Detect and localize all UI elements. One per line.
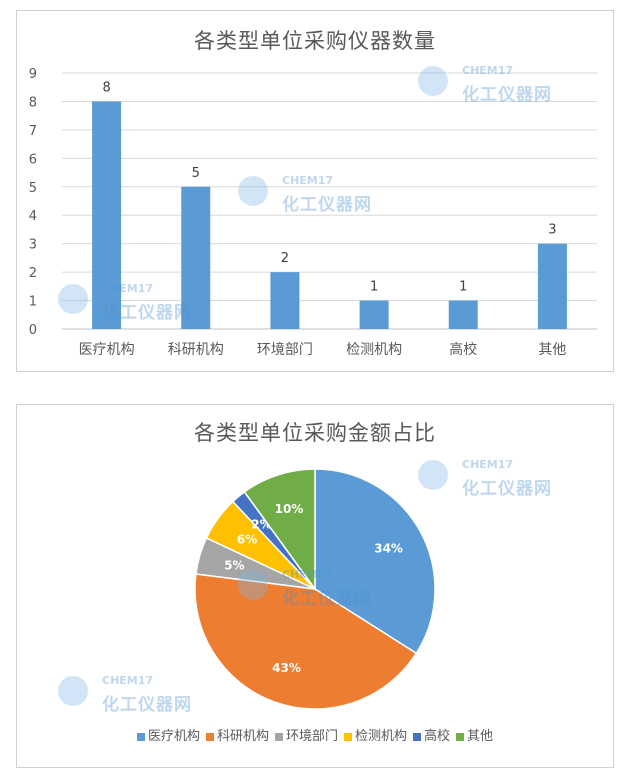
legend-item: 检测机构 xyxy=(344,725,407,744)
slice-label: 43% xyxy=(272,661,301,675)
data-label: 5 xyxy=(192,166,200,181)
legend-label: 高校 xyxy=(424,729,451,744)
legend-item: 其他 xyxy=(456,725,493,744)
bar xyxy=(270,272,300,329)
y-tick-label: 9 xyxy=(29,67,37,82)
bar xyxy=(92,101,122,329)
x-tick-label: 其他 xyxy=(538,342,566,358)
x-tick-label: 检测机构 xyxy=(346,342,402,358)
bar xyxy=(537,243,567,329)
data-label: 8 xyxy=(102,80,110,95)
bar-chart-title: 各类型单位采购仪器数量 xyxy=(194,29,436,53)
legend-label: 医疗机构 xyxy=(147,729,200,744)
slice-label: 34% xyxy=(374,542,403,556)
y-tick-label: 2 xyxy=(29,266,37,281)
legend-item: 高校 xyxy=(413,725,450,744)
slice-label: 5% xyxy=(224,559,244,573)
bar-chart-plot: 0 1 2 3 4 5 6 7 8 9 8 医疗机构 5 科研机构 2 环境部门 1 检测机构 1 高校 3 其他 xyxy=(29,67,597,358)
x-tick-label: 医疗机构 xyxy=(79,342,135,358)
bar xyxy=(359,300,389,329)
legend-label: 科研机构 xyxy=(216,729,269,744)
bar xyxy=(448,300,478,329)
pie-slice xyxy=(243,468,316,592)
slice-label: 10% xyxy=(275,502,304,516)
y-tick-label: 5 xyxy=(29,181,37,196)
legend-swatch xyxy=(274,732,283,741)
bar xyxy=(181,186,211,329)
legend-label: 其他 xyxy=(467,729,494,744)
data-label: 2 xyxy=(281,251,289,266)
data-label: 3 xyxy=(548,223,556,238)
legend-swatch xyxy=(413,732,422,741)
pie-slice xyxy=(194,573,418,710)
y-tick-label: 4 xyxy=(29,209,37,224)
bar-chart-panel: 各类型单位采购仪器数量 0 1 2 3 4 5 6 7 8 9 8 医疗机构 5 科研机构 2 环境部门 1 检测… xyxy=(16,10,614,372)
y-tick-label: 6 xyxy=(29,152,37,167)
legend-label: 检测机构 xyxy=(355,729,408,744)
y-tick-label: 1 xyxy=(29,295,37,310)
legend-label: 环境部门 xyxy=(285,729,338,744)
data-label: 1 xyxy=(370,280,378,295)
legend-item: 医疗机构 xyxy=(136,725,200,744)
x-tick-label: 高校 xyxy=(449,341,477,358)
pie-chart-title: 各类型单位采购金额占比 xyxy=(194,421,436,445)
legend-item: 科研机构 xyxy=(205,725,269,744)
pie-chart-legend: 医疗机构 科研机构 环境部门 检测机构 高校 其他 xyxy=(17,725,613,744)
data-label: 1 xyxy=(459,280,467,295)
y-tick-label: 8 xyxy=(29,95,37,110)
x-tick-label: 环境部门 xyxy=(257,342,313,358)
legend-swatch xyxy=(344,732,352,741)
x-tick-label: 科研机构 xyxy=(168,342,224,358)
pie-chart-plot: 34%43%5%6%2%10% xyxy=(194,468,436,710)
legend-item: 环境部门 xyxy=(274,725,338,744)
pie-chart-panel: 各类型单位采购金额占比 34% 43% 5% 6% 2% 10% 医疗机构 科研机构 环境部门… xyxy=(16,404,614,768)
slice-label: 6% xyxy=(237,533,257,547)
y-tick-label: 7 xyxy=(29,124,37,139)
legend-swatch xyxy=(205,732,214,741)
legend-swatch xyxy=(136,732,145,741)
y-tick-label: 0 xyxy=(29,323,37,338)
legend-swatch xyxy=(456,732,465,741)
y-tick-label: 3 xyxy=(29,238,37,253)
